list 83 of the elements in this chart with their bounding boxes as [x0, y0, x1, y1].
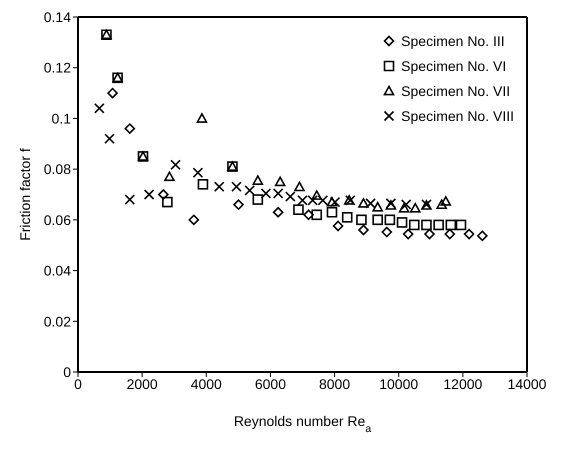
x-tick-label: 0 [74, 376, 82, 392]
point [144, 189, 154, 200]
point [124, 194, 136, 205]
point [372, 202, 383, 212]
x-tick-label: 8000 [318, 376, 350, 392]
point [252, 175, 264, 185]
point [104, 133, 115, 144]
x-tick-label: 6000 [254, 376, 286, 392]
point [294, 182, 305, 192]
point [384, 214, 396, 226]
point [456, 220, 466, 230]
point [410, 202, 421, 213]
point [421, 220, 432, 230]
point [358, 224, 369, 236]
point [358, 198, 369, 208]
point [396, 217, 408, 228]
point [94, 102, 105, 114]
point [233, 199, 244, 210]
point [444, 228, 456, 240]
point [285, 191, 296, 202]
point [356, 214, 367, 226]
y-tick-label: 0.04 [44, 262, 72, 279]
point [214, 181, 225, 192]
y-axis-title: Friction factor f [17, 148, 33, 241]
legend-label: Specimen No. VI [401, 58, 506, 74]
point [318, 195, 328, 206]
y-tick-label: 0.06 [44, 212, 72, 228]
x-tick-label: 14000 [508, 376, 547, 392]
legend-label: Specimen No. VII [401, 82, 510, 98]
point [107, 88, 118, 98]
point [162, 196, 173, 208]
point [124, 123, 136, 134]
point [307, 195, 318, 206]
y-tick-label: 0.02 [44, 313, 72, 330]
x-axis-title: Reynolds number Re$_{a}$ [234, 413, 372, 435]
point [198, 179, 208, 190]
y-tick-label: 0 [63, 364, 72, 380]
point [436, 199, 447, 210]
point [424, 228, 435, 240]
point [477, 230, 488, 242]
point [272, 188, 284, 199]
y-tick-label: 0.08 [44, 161, 72, 178]
point [196, 113, 208, 123]
point [365, 198, 376, 209]
y-tick-label: 0.12 [44, 60, 72, 76]
point [400, 199, 412, 210]
y-tick-label: 0.1 [52, 110, 72, 126]
point [252, 194, 264, 205]
point [398, 202, 410, 213]
point [446, 220, 456, 230]
point [170, 160, 181, 170]
legend-label: Specimen No. VIII [401, 108, 514, 124]
point [192, 167, 204, 178]
point [244, 185, 255, 196]
point [326, 196, 338, 207]
point [342, 212, 353, 223]
x-tick-label: 2000 [126, 376, 158, 392]
x-tick-label: 4000 [190, 376, 222, 392]
y-tick-label: 0.14 [44, 8, 72, 25]
point [272, 206, 284, 218]
point [464, 228, 474, 240]
point [188, 214, 200, 226]
point [402, 228, 414, 240]
point [260, 188, 272, 199]
point [382, 226, 392, 238]
point [326, 206, 338, 218]
x-tick-label: 10000 [379, 376, 418, 392]
x-tick-label: 12000 [443, 376, 483, 392]
point [440, 196, 452, 206]
point [231, 181, 242, 192]
point [297, 195, 308, 206]
point [408, 220, 420, 230]
point [303, 209, 314, 220]
point [332, 220, 344, 232]
point [293, 204, 304, 216]
point [158, 189, 169, 200]
legend-label: Specimen No. III [401, 32, 505, 48]
point [311, 209, 322, 220]
point [274, 176, 286, 186]
point [311, 190, 322, 200]
point [433, 220, 444, 230]
point [372, 214, 383, 226]
point [164, 171, 175, 182]
